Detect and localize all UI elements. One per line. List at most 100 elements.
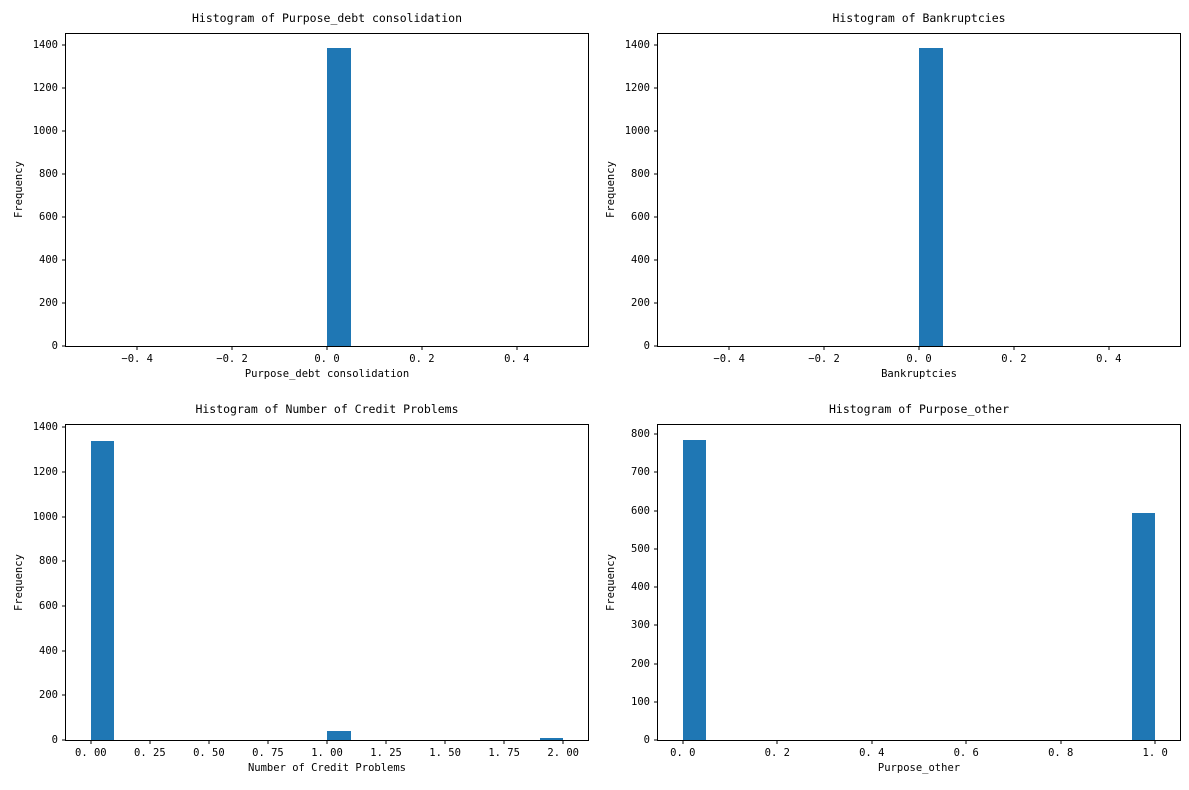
x-tick-mark [421, 346, 423, 350]
y-tick-label: 200 [39, 689, 58, 702]
plot-area: −0. 4 −0. 2 0. 0 0. 2 0. 4 0 200 400 600 800 1000 1… [33, 33, 589, 365]
x-tick-mark [682, 740, 684, 744]
y-tick-mark [654, 345, 658, 347]
histogram-bar [1131, 512, 1156, 740]
y-tick-label: 1400 [32, 38, 58, 51]
y-tick-mark [62, 87, 66, 89]
x-tick-mark [231, 346, 233, 350]
y-tick-label: 700 [631, 466, 650, 479]
subplot-histogram-bankruptcies: Histogram of Bankruptcies Frequency −0. … [605, 11, 1181, 380]
y-tick-label: 0 [51, 734, 58, 746]
y-tick-label: 200 [631, 296, 650, 309]
y-tick-mark [62, 345, 66, 347]
y-tick-mark [654, 259, 658, 261]
x-tick-mark [871, 740, 873, 744]
y-tick-mark [62, 302, 66, 304]
x-tick-label: 0. 4 [504, 353, 530, 365]
y-tick-label: 800 [39, 555, 58, 568]
y-tick-label: 200 [631, 657, 650, 670]
x-tick-label: 1. 00 [311, 747, 343, 759]
y-tick-label: 0 [51, 340, 58, 352]
y-tick-label: 300 [631, 619, 650, 632]
y-tick-mark [654, 739, 658, 741]
y-tick-label: 1200 [32, 465, 58, 478]
histogram-bar [682, 439, 707, 740]
y-tick-mark [62, 426, 66, 428]
x-tick-label: 0. 25 [134, 747, 166, 759]
y-tick-label: 800 [631, 167, 650, 180]
y-tick-label: 0 [643, 734, 650, 746]
x-axis-label: Bankruptcies [881, 368, 957, 380]
y-tick-mark [62, 739, 66, 741]
y-tick-mark [654, 130, 658, 132]
y-tick-mark [654, 216, 658, 218]
x-tick-mark [823, 346, 825, 350]
x-tick-label: 0. 2 [409, 353, 435, 365]
histogram-bar [539, 738, 564, 740]
x-tick-mark [444, 740, 446, 744]
x-tick-mark [208, 740, 210, 744]
subplot-histogram-purpose-debt-consolidation: Histogram of Purpose_debt consolidation … [13, 11, 589, 380]
x-tick-mark [965, 740, 967, 744]
x-tick-mark [326, 346, 328, 350]
x-tick-label: 0. 0 [314, 353, 340, 365]
x-axis-label: Purpose_debt consolidation [244, 368, 410, 380]
x-tick-mark [326, 740, 328, 744]
y-tick-mark [654, 87, 658, 89]
x-tick-mark [267, 740, 269, 744]
y-tick-mark [654, 433, 658, 435]
y-tick-mark [62, 605, 66, 607]
y-tick-mark [62, 650, 66, 652]
x-tick-label: 0. 6 [953, 747, 979, 759]
x-tick-mark [1060, 740, 1062, 744]
y-tick-label: 400 [39, 644, 58, 657]
x-tick-mark [516, 346, 518, 350]
y-tick-label: 100 [631, 695, 650, 708]
x-axis-label: Purpose_other [877, 762, 961, 774]
histogram-bar [327, 731, 351, 740]
y-tick-label: 400 [39, 253, 58, 266]
x-tick-mark [918, 346, 920, 350]
y-tick-label: 0 [643, 340, 650, 352]
x-tick-label: 0. 8 [1048, 747, 1074, 759]
x-tick-label: 0. 75 [252, 747, 284, 759]
y-tick-mark [62, 560, 66, 562]
y-tick-mark [62, 173, 66, 175]
y-tick-mark [654, 701, 658, 703]
y-axis-label: Frequency [605, 554, 617, 611]
x-tick-mark [136, 346, 138, 350]
y-tick-label: 600 [631, 504, 650, 517]
y-tick-mark [62, 694, 66, 696]
x-tick-mark [90, 740, 92, 744]
y-tick-mark [62, 516, 66, 518]
x-tick-label: 0. 0 [670, 747, 696, 759]
x-tick-label: 1. 75 [488, 747, 520, 759]
x-tick-mark [503, 740, 505, 744]
y-tick-mark [62, 259, 66, 261]
x-tick-label: 1. 50 [429, 747, 461, 759]
y-tick-mark [654, 510, 658, 512]
y-tick-mark [654, 624, 658, 626]
y-tick-label: 1200 [624, 81, 650, 94]
x-tick-label: 0. 4 [1096, 353, 1122, 365]
plot-area: 0. 0 0. 2 0. 4 0. 6 0. 8 1. 0 0 100 200 300 400 500… [631, 424, 1181, 759]
plot-area: −0. 4 −0. 2 0. 0 0. 2 0. 4 0 200 400 600 800 1000 1… [625, 33, 1181, 365]
histogram-bar [327, 48, 351, 346]
chart-title: Histogram of Purpose_other [828, 402, 1009, 416]
x-tick-mark [385, 740, 387, 744]
y-tick-label: 800 [631, 428, 650, 441]
y-tick-label: 400 [631, 253, 650, 266]
subplot-histogram-purpose-other: Histogram of Purpose_other Frequency 0. … [605, 402, 1181, 774]
y-tick-mark [654, 471, 658, 473]
x-tick-mark [149, 740, 151, 744]
y-tick-label: 1000 [32, 510, 58, 523]
y-tick-label: 400 [631, 581, 650, 594]
y-axis-label: Frequency [605, 161, 617, 219]
y-tick-label: 800 [39, 167, 58, 180]
y-tick-label: 1400 [624, 38, 650, 51]
y-tick-mark [654, 586, 658, 588]
x-tick-label: 0. 2 [1001, 353, 1027, 365]
y-tick-mark [62, 44, 66, 46]
y-tick-label: 500 [631, 542, 650, 555]
